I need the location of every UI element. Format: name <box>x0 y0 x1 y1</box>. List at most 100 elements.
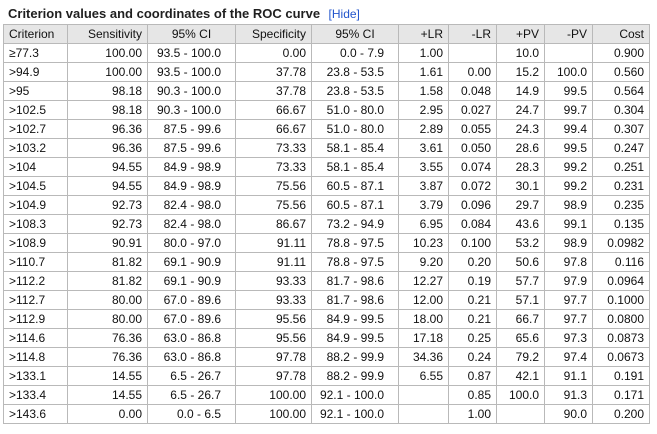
cell-specificity-ci: 81.7 - 98.6 <box>311 271 399 291</box>
cell-minus-pv: 97.9 <box>544 271 593 291</box>
cell-plus-lr <box>398 404 449 424</box>
table-row: >102.5 98.18 90.3 - 100.0 66.67 51.0 - 80.0 2… <box>3 100 650 120</box>
cell-criterion: >104 <box>3 157 68 177</box>
cell-specificity-ci: 92.1 - 100.0 <box>311 385 399 405</box>
cell-sensitivity: 76.36 <box>67 347 148 367</box>
cell-specificity-ci: 60.5 - 87.1 <box>311 195 399 215</box>
cell-cost: 0.231 <box>592 176 650 196</box>
cell-minus-lr: 0.85 <box>448 385 497 405</box>
cell-sensitivity-ci: 0.0 - 6.5 <box>147 404 236 424</box>
table-row: >110.7 81.82 69.1 - 90.9 91.11 78.8 - 97.5 9.… <box>3 252 650 272</box>
cell-cost: 0.235 <box>592 195 650 215</box>
cell-sensitivity: 76.36 <box>67 328 148 348</box>
table-row: >102.7 96.36 87.5 - 99.6 66.67 51.0 - 80.0 2.… <box>3 119 650 139</box>
cell-minus-pv: 99.7 <box>544 100 593 120</box>
cell-sensitivity-ci: 63.0 - 86.8 <box>147 328 236 348</box>
cell-cost: 0.304 <box>592 100 650 120</box>
cell-sensitivity: 0.00 <box>67 404 148 424</box>
cell-plus-lr <box>398 385 449 405</box>
cell-cost: 0.200 <box>592 404 650 424</box>
table-row: >112.7 80.00 67.0 - 89.6 93.33 81.7 - 98.6 12… <box>3 290 650 310</box>
cell-specificity: 93.33 <box>235 271 312 291</box>
table-row: >108.9 90.91 80.0 - 97.0 91.11 78.8 - 97.5 10… <box>3 233 650 253</box>
cell-plus-pv: 24.3 <box>496 119 545 139</box>
cell-minus-pv <box>544 43 593 63</box>
cell-plus-pv: 24.7 <box>496 100 545 120</box>
cell-minus-pv: 91.3 <box>544 385 593 405</box>
cell-cost: 0.0873 <box>592 328 650 348</box>
cell-plus-lr: 6.95 <box>398 214 449 234</box>
cell-sensitivity: 94.55 <box>67 176 148 196</box>
cell-plus-lr: 3.55 <box>398 157 449 177</box>
cell-criterion: ≥77.3 <box>3 43 68 63</box>
table-row: >133.1 14.55 6.5 - 26.7 97.78 88.2 - 99.9 6.5… <box>3 366 650 386</box>
cell-sensitivity-ci: 67.0 - 89.6 <box>147 309 236 329</box>
cell-specificity: 0.00 <box>235 43 312 63</box>
cell-plus-pv: 65.6 <box>496 328 545 348</box>
cell-plus-pv: 14.9 <box>496 81 545 101</box>
cell-minus-lr: 0.050 <box>448 138 497 158</box>
cell-specificity: 100.00 <box>235 404 312 424</box>
table-row: >114.6 76.36 63.0 - 86.8 95.56 84.9 - 99.5 17… <box>3 328 650 348</box>
column-header-cost: Cost <box>592 24 650 44</box>
hide-link[interactable]: [Hide] <box>328 7 360 21</box>
cell-minus-pv: 91.1 <box>544 366 593 386</box>
cell-specificity: 73.33 <box>235 157 312 177</box>
cell-criterion: >95 <box>3 81 68 101</box>
cell-specificity-ci: 23.8 - 53.5 <box>311 62 399 82</box>
cell-plus-pv: 29.7 <box>496 195 545 215</box>
cell-sensitivity-ci: 87.5 - 99.6 <box>147 138 236 158</box>
cell-plus-lr: 10.23 <box>398 233 449 253</box>
cell-sensitivity-ci: 84.9 - 98.9 <box>147 157 236 177</box>
cell-cost: 0.251 <box>592 157 650 177</box>
cell-specificity-ci: 92.1 - 100.0 <box>311 404 399 424</box>
cell-plus-lr: 1.58 <box>398 81 449 101</box>
cell-minus-lr: 0.055 <box>448 119 497 139</box>
cell-sensitivity-ci: 87.5 - 99.6 <box>147 119 236 139</box>
cell-specificity-ci: 84.9 - 99.5 <box>311 328 399 348</box>
cell-minus-lr: 0.21 <box>448 309 497 329</box>
cell-minus-pv: 98.9 <box>544 195 593 215</box>
cell-criterion: >103.2 <box>3 138 68 158</box>
cell-plus-lr: 2.89 <box>398 119 449 139</box>
cell-plus-lr: 3.79 <box>398 195 449 215</box>
table-row: >114.8 76.36 63.0 - 86.8 97.78 88.2 - 99.9 34… <box>3 347 650 367</box>
cell-minus-pv: 97.4 <box>544 347 593 367</box>
cell-cost: 0.0982 <box>592 233 650 253</box>
cell-sensitivity-ci: 63.0 - 86.8 <box>147 347 236 367</box>
section-title: Criterion values and coordinates of the … <box>8 6 321 21</box>
cell-minus-pv: 98.9 <box>544 233 593 253</box>
table-row: >112.2 81.82 69.1 - 90.9 93.33 81.7 - 98.6 12… <box>3 271 650 291</box>
cell-specificity: 86.67 <box>235 214 312 234</box>
cell-minus-pv: 90.0 <box>544 404 593 424</box>
cell-plus-lr: 3.61 <box>398 138 449 158</box>
cell-plus-pv: 50.6 <box>496 252 545 272</box>
roc-table: Criterion Sensitivity 95% CI Specificity 95%… <box>3 24 650 424</box>
cell-cost: 0.900 <box>592 43 650 63</box>
cell-plus-lr: 12.27 <box>398 271 449 291</box>
section-header: Criterion values and coordinates of the … <box>0 0 657 24</box>
cell-criterion: >104.5 <box>3 176 68 196</box>
cell-specificity-ci: 88.2 - 99.9 <box>311 366 399 386</box>
table-row: >143.6 0.00 0.0 - 6.5 100.00 92.1 - 100.0 1.0… <box>3 404 650 424</box>
cell-criterion: >114.8 <box>3 347 68 367</box>
table-row: >94.9 100.00 93.5 - 100.0 37.78 23.8 - 53.5 1… <box>3 62 650 82</box>
cell-cost: 0.0964 <box>592 271 650 291</box>
cell-sensitivity: 100.00 <box>67 62 148 82</box>
cell-sensitivity-ci: 6.5 - 26.7 <box>147 366 236 386</box>
cell-sensitivity-ci: 67.0 - 89.6 <box>147 290 236 310</box>
cell-minus-lr: 0.084 <box>448 214 497 234</box>
cell-minus-pv: 99.1 <box>544 214 593 234</box>
cell-minus-lr: 0.096 <box>448 195 497 215</box>
cell-sensitivity: 80.00 <box>67 290 148 310</box>
cell-minus-pv: 99.2 <box>544 157 593 177</box>
cell-plus-lr: 1.61 <box>398 62 449 82</box>
cell-minus-pv: 97.8 <box>544 252 593 272</box>
column-header-plus-lr: +LR <box>398 24 449 44</box>
cell-specificity-ci: 60.5 - 87.1 <box>311 176 399 196</box>
table-row: >103.2 96.36 87.5 - 99.6 73.33 58.1 - 85.4 3.… <box>3 138 650 158</box>
cell-plus-lr: 9.20 <box>398 252 449 272</box>
cell-minus-pv: 99.2 <box>544 176 593 196</box>
cell-plus-pv: 10.0 <box>496 43 545 63</box>
cell-sensitivity: 81.82 <box>67 252 148 272</box>
